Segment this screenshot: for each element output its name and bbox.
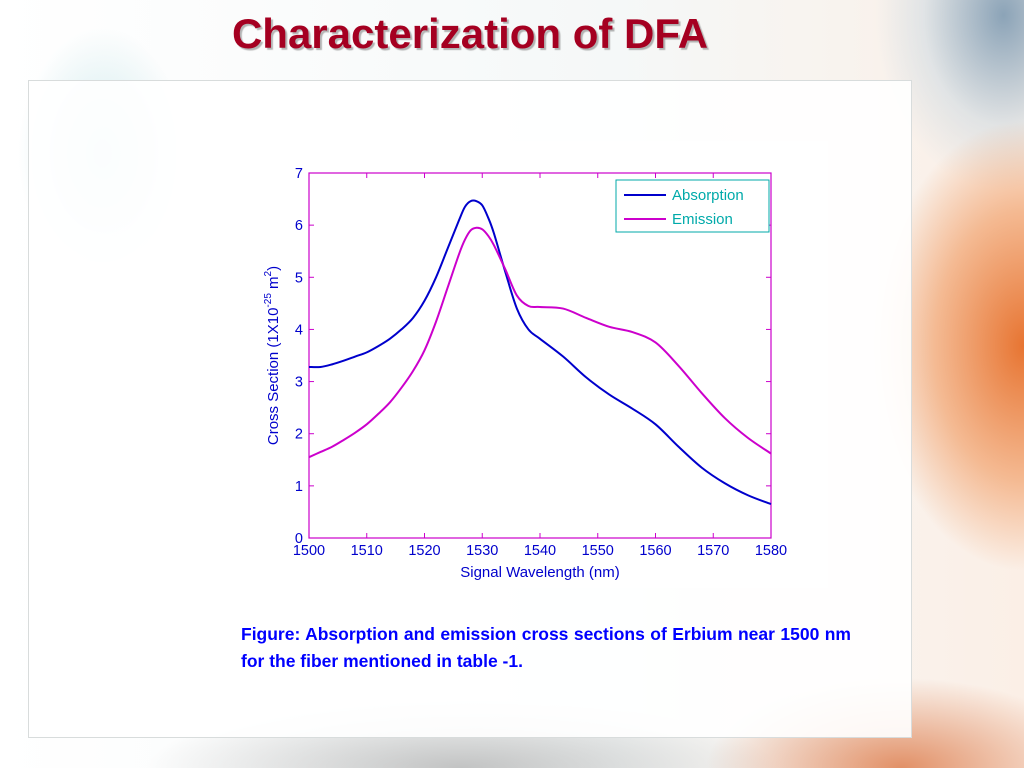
y-tick-label: 4 [295, 322, 303, 338]
x-tick-label: 1560 [639, 543, 671, 559]
y-tick-label: 1 [295, 479, 303, 495]
x-tick-label: 1530 [466, 543, 498, 559]
y-tick-label: 5 [295, 270, 303, 286]
x-tick-label: 1500 [293, 543, 325, 559]
legend-label-absorption: Absorption [672, 187, 744, 204]
figure-caption: Figure: Absorption and emission cross se… [241, 624, 851, 671]
legend-label-emission: Emission [672, 211, 733, 228]
x-tick-label: 1510 [351, 543, 383, 559]
x-tick-label: 1570 [697, 543, 729, 559]
y-tick-label: 7 [295, 166, 303, 182]
x-tick-label: 1550 [582, 543, 614, 559]
y-axis-label: Cross Section (1X10-25 m2) [263, 266, 282, 445]
y-tick-label: 2 [295, 427, 303, 443]
x-axis-label: Signal Wavelength (nm) [460, 564, 620, 581]
x-tick-label: 1580 [755, 543, 787, 559]
page-title: Characterization of DFA [231, 10, 709, 57]
chart-svg: 1500 1510 1520 1530 1540 1550 1560 1570 1580 0 1 2 3… [263, 166, 787, 581]
x-tick-label: 1540 [524, 543, 556, 559]
y-tick-label: 0 [295, 531, 303, 547]
y-tick-label: 6 [295, 218, 303, 234]
series-line-absorption [308, 199, 772, 506]
y-tick-label: 3 [295, 375, 303, 391]
chart-figure: 1500 1510 1520 1530 1540 1550 1560 1570 1580 0 1 2 3… [231, 141, 828, 588]
legend-box [615, 179, 770, 233]
x-tick-label: 1520 [408, 543, 440, 559]
series-line-emission [308, 226, 772, 459]
